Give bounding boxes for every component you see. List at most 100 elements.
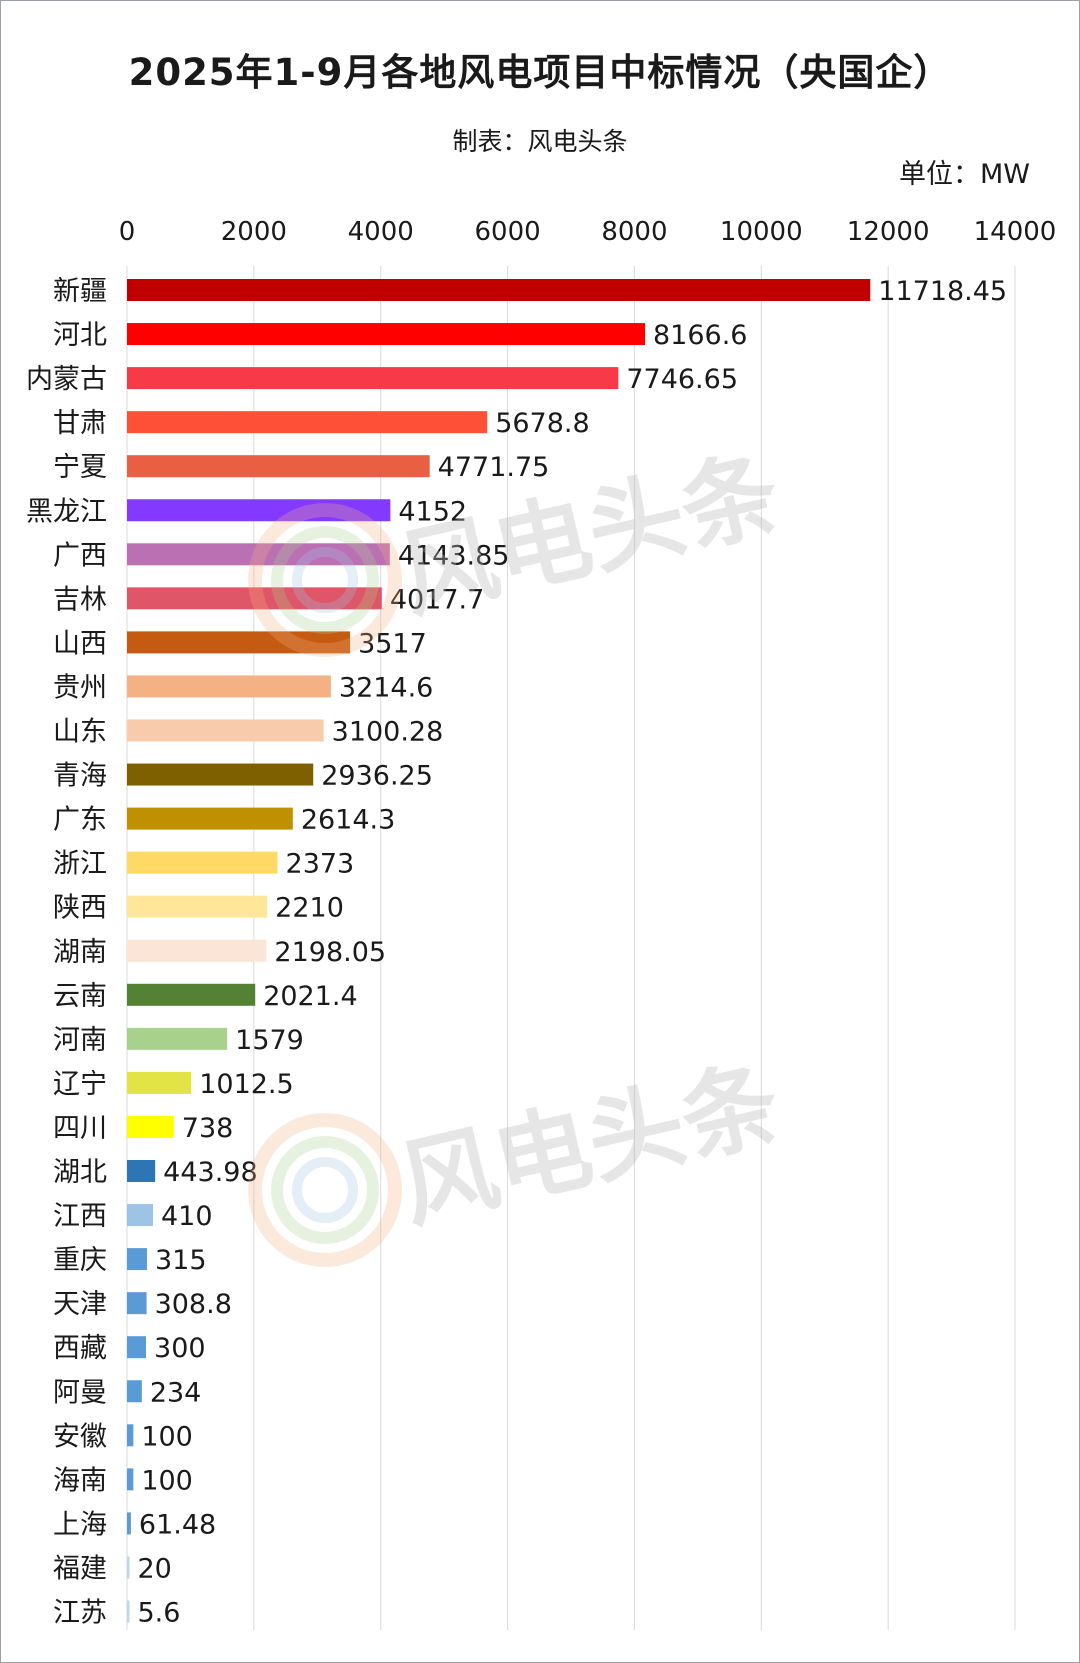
data-label: 7746.65	[626, 364, 738, 395]
x-tick-label: 8000	[601, 217, 667, 247]
data-label: 443.98	[163, 1157, 257, 1188]
category-label: 陕西	[53, 893, 107, 924]
bar	[127, 807, 293, 830]
data-label: 2614.3	[301, 805, 395, 836]
category-label: 甘肃	[53, 408, 107, 439]
data-label: 2198.05	[274, 937, 386, 968]
data-label: 4771.75	[438, 452, 550, 483]
data-label: 2021.4	[263, 981, 357, 1012]
bar	[127, 939, 267, 962]
category-label: 重庆	[53, 1245, 107, 1276]
data-label: 4143.85	[398, 540, 510, 571]
bar	[127, 763, 314, 786]
bar	[127, 455, 430, 478]
category-label: 福建	[53, 1553, 107, 1584]
category-label: 吉林	[53, 584, 107, 615]
category-label: 湖南	[53, 937, 107, 968]
x-tick-label: 2000	[221, 217, 287, 247]
category-label: 湖北	[53, 1157, 107, 1188]
data-label: 61.48	[139, 1509, 216, 1540]
category-label: 河北	[53, 320, 107, 351]
bar	[127, 1160, 156, 1182]
bar	[127, 1424, 134, 1447]
unit-label: 单位：MW	[899, 159, 1030, 190]
bar	[127, 631, 351, 654]
bar	[127, 499, 391, 522]
bar	[127, 1600, 130, 1623]
bar	[127, 1071, 192, 1094]
bar	[127, 1027, 228, 1050]
data-label: 1012.5	[199, 1069, 293, 1100]
bar	[127, 279, 871, 301]
category-label: 四川	[53, 1113, 107, 1144]
bar	[127, 1204, 154, 1227]
category-label: 云南	[53, 981, 107, 1012]
x-tick-label: 10000	[720, 217, 803, 247]
data-label: 2373	[286, 849, 355, 880]
data-label: 3214.6	[339, 672, 433, 703]
data-label: 315	[155, 1245, 207, 1276]
data-label: 3100.28	[332, 717, 444, 748]
x-tick-label: 12000	[847, 217, 930, 247]
category-label: 西藏	[53, 1333, 107, 1364]
data-label: 410	[161, 1201, 213, 1232]
bar	[127, 1556, 130, 1579]
x-tick-label: 4000	[348, 217, 414, 247]
data-label: 2210	[275, 893, 344, 924]
data-label: 5678.8	[495, 408, 589, 439]
x-tick-label: 6000	[474, 217, 540, 247]
bar	[127, 675, 331, 698]
category-label: 阿曼	[53, 1377, 107, 1408]
bar	[127, 543, 390, 566]
bar	[127, 1248, 147, 1271]
data-label: 20	[138, 1553, 172, 1584]
bar	[127, 895, 268, 918]
bar	[127, 1468, 134, 1491]
category-label: 黑龙江	[26, 496, 107, 527]
data-label: 4017.7	[390, 584, 484, 615]
data-label: 3517	[358, 628, 427, 659]
bar	[127, 719, 324, 742]
bar	[127, 851, 278, 874]
data-label: 4152	[398, 496, 467, 527]
data-label: 11718.45	[878, 276, 1007, 307]
category-label: 天津	[53, 1289, 107, 1320]
data-label: 100	[141, 1465, 193, 1496]
category-label: 宁夏	[53, 452, 107, 483]
category-label: 上海	[53, 1509, 107, 1540]
data-label: 8166.6	[653, 320, 747, 351]
category-label: 河南	[53, 1025, 107, 1056]
bar	[127, 1292, 147, 1315]
category-label: 新疆	[53, 276, 107, 307]
chart-title: 2025年1-9月各地风电项目中标情况（央国企）	[128, 51, 952, 94]
data-label: 308.8	[155, 1289, 232, 1320]
category-label: 内蒙古	[26, 364, 107, 395]
category-label: 贵州	[53, 672, 107, 703]
x-tick-label: 0	[119, 217, 136, 247]
data-label: 100	[141, 1421, 193, 1452]
bar	[127, 323, 645, 346]
category-label: 山东	[53, 717, 107, 748]
bar	[127, 1336, 147, 1359]
category-label: 安徽	[53, 1421, 107, 1452]
category-label: 辽宁	[53, 1069, 107, 1100]
bar	[127, 587, 382, 610]
category-label: 海南	[53, 1465, 107, 1496]
category-label: 山西	[53, 628, 107, 659]
bar	[127, 367, 619, 390]
category-label: 广西	[53, 540, 107, 571]
data-label: 2936.25	[321, 761, 433, 792]
category-label: 广东	[53, 805, 107, 836]
data-label: 1579	[235, 1025, 304, 1056]
bar	[127, 983, 256, 1006]
bar	[127, 411, 488, 434]
chart-subtitle: 制表：风电头条	[452, 127, 628, 156]
data-label: 234	[150, 1377, 202, 1408]
x-tick-label: 14000	[974, 217, 1057, 247]
category-label: 青海	[53, 761, 107, 792]
category-label: 江西	[53, 1201, 107, 1232]
bar	[127, 1115, 174, 1138]
data-label: 300	[154, 1333, 206, 1364]
bar	[127, 1380, 142, 1403]
